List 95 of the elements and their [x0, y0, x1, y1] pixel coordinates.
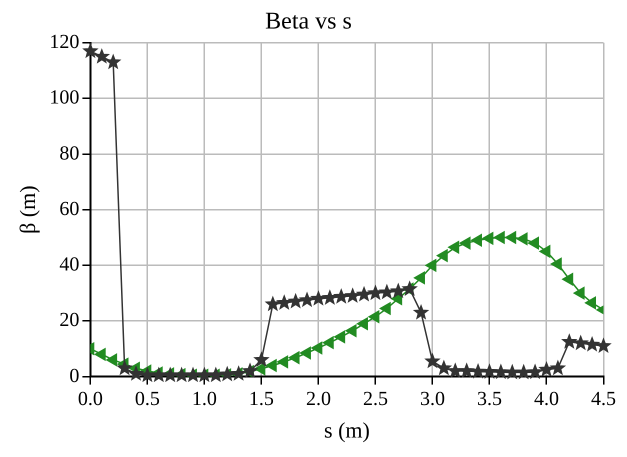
point — [368, 310, 380, 324]
point — [174, 367, 190, 382]
point — [356, 286, 372, 302]
point — [573, 286, 585, 300]
point — [584, 336, 600, 352]
point — [390, 283, 406, 298]
x-axis-title: s (m) — [324, 418, 370, 443]
point — [448, 363, 463, 378]
point — [436, 249, 448, 262]
point — [482, 232, 494, 245]
point — [482, 364, 498, 378]
point — [402, 281, 418, 296]
point — [584, 296, 596, 310]
point — [140, 367, 155, 382]
point — [470, 364, 486, 378]
point — [288, 294, 304, 308]
point — [562, 334, 577, 348]
x-tick-label: 1.0 — [192, 388, 217, 410]
y-tick-label: 100 — [49, 86, 80, 109]
point — [516, 364, 532, 379]
y-tick-label: 0 — [69, 364, 80, 387]
point — [334, 288, 349, 304]
point — [288, 351, 300, 364]
point — [528, 236, 539, 250]
point — [151, 367, 166, 382]
y-tick-label: 40 — [59, 254, 80, 276]
x-tick-label: 0.5 — [134, 388, 160, 410]
point — [504, 231, 516, 244]
chart-title: Beta vs s — [265, 8, 352, 35]
point — [516, 232, 528, 246]
point — [562, 272, 574, 286]
point — [504, 364, 520, 379]
point — [117, 360, 132, 375]
point — [276, 294, 292, 310]
y-tick-label: 20 — [59, 309, 80, 332]
point — [94, 48, 110, 64]
point — [185, 367, 201, 382]
point — [106, 353, 118, 366]
point — [231, 366, 246, 380]
point — [242, 363, 258, 378]
point — [82, 43, 98, 58]
y-axis-title: β (m) — [14, 185, 40, 234]
point — [414, 271, 425, 284]
point — [300, 292, 315, 307]
point — [573, 335, 588, 350]
point — [356, 317, 368, 330]
point — [414, 304, 429, 320]
x-tick-label: 4.5 — [591, 388, 616, 410]
point — [448, 240, 460, 254]
point — [310, 290, 326, 306]
point — [459, 363, 474, 378]
point — [528, 364, 543, 379]
point — [265, 359, 277, 372]
point — [493, 364, 508, 379]
point — [94, 348, 106, 361]
x-tick-label: 3.5 — [476, 388, 502, 410]
x-tick-label: 4.0 — [534, 388, 559, 410]
y-tick-label: 120 — [49, 31, 80, 54]
point — [436, 360, 452, 375]
point — [276, 355, 288, 368]
x-tick-label: 3.0 — [420, 388, 445, 410]
x-tick-label: 1.5 — [248, 388, 274, 410]
point — [596, 338, 612, 352]
point — [322, 336, 334, 350]
point — [220, 366, 235, 381]
point — [106, 54, 121, 69]
point — [300, 346, 311, 360]
point — [379, 302, 391, 315]
point — [311, 341, 322, 354]
point — [470, 234, 482, 247]
point — [493, 231, 505, 244]
point — [550, 360, 566, 375]
point — [334, 330, 346, 344]
point — [539, 244, 550, 258]
point — [425, 258, 436, 272]
y-tick-label: 60 — [59, 198, 80, 220]
point — [128, 366, 144, 380]
point — [196, 367, 212, 382]
y-tick-label: 80 — [59, 142, 80, 164]
point — [538, 362, 554, 376]
point — [345, 288, 360, 302]
point — [345, 324, 357, 338]
point — [424, 353, 440, 368]
x-tick-label: 2.0 — [306, 388, 331, 410]
point — [368, 285, 383, 300]
point — [208, 367, 224, 382]
point — [459, 236, 471, 250]
x-tick-label: 0.0 — [78, 388, 103, 410]
point — [322, 290, 338, 304]
point — [379, 284, 394, 299]
point — [265, 296, 280, 311]
point — [162, 367, 178, 382]
point — [550, 257, 562, 270]
x-tick-label: 2.5 — [362, 388, 388, 410]
point — [254, 352, 269, 366]
